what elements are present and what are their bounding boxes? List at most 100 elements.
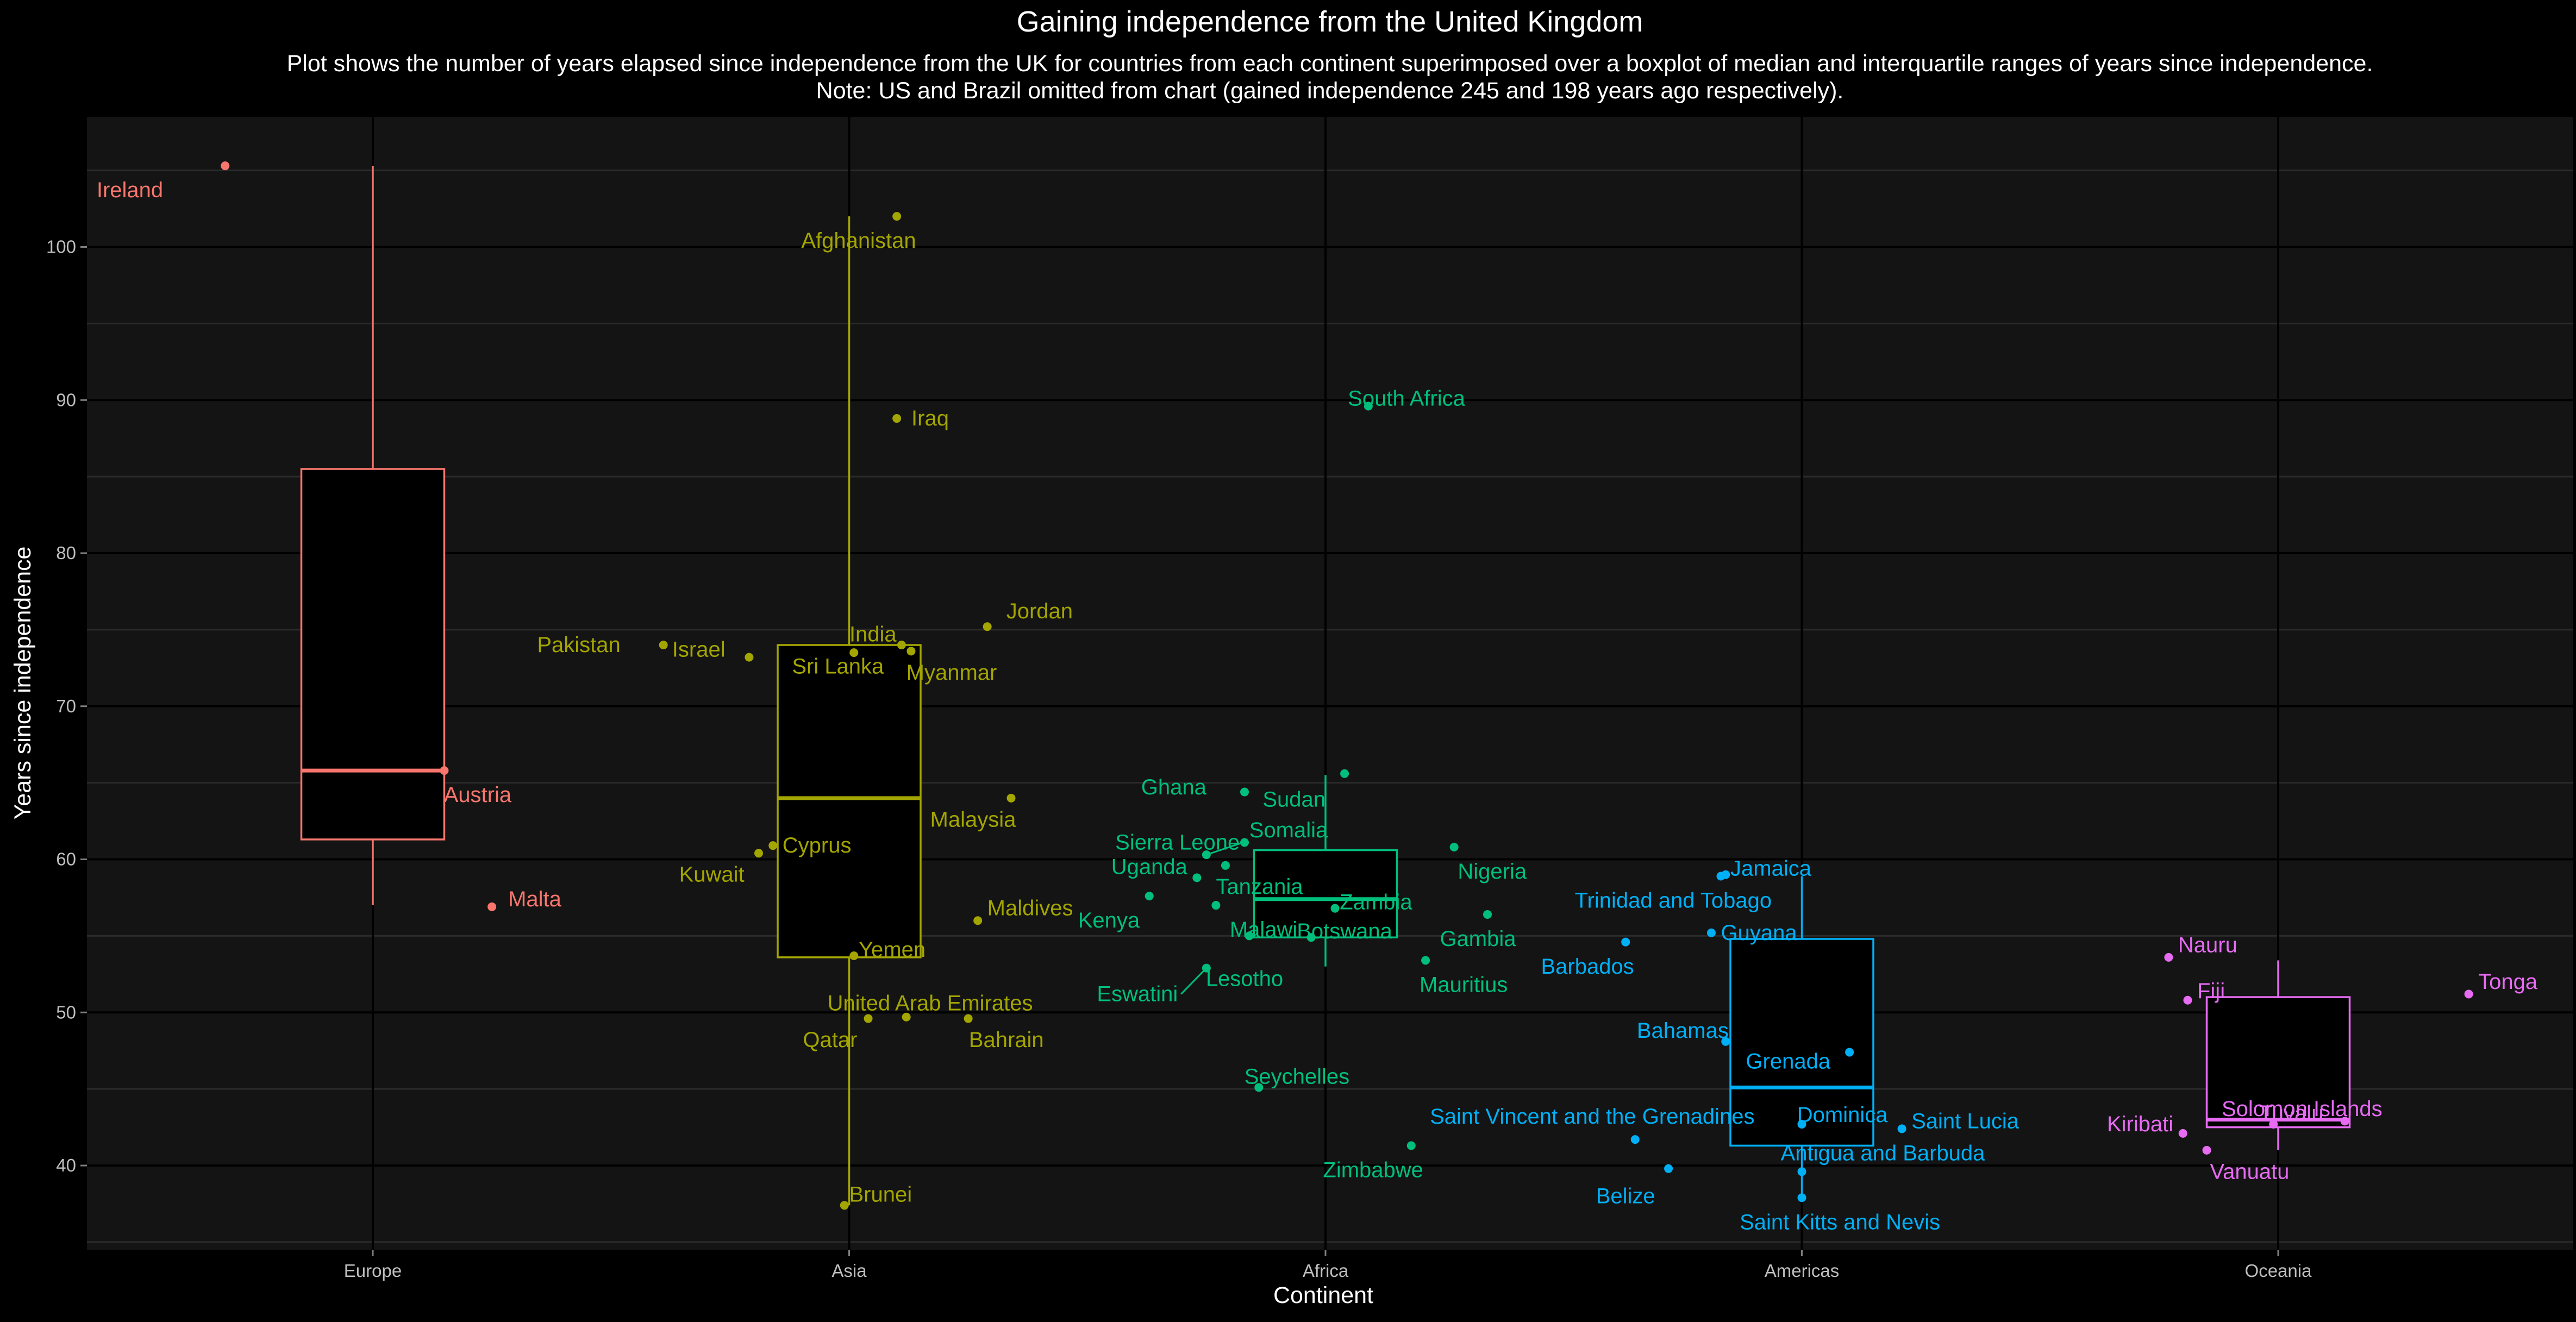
- label-nigeria: Nigeria: [1458, 860, 1527, 884]
- point-saint-vincent-and-the-grenadines: [1630, 1135, 1640, 1144]
- x-tick-label: Asia: [831, 1261, 867, 1281]
- point-united-arab-emirates: [902, 1012, 911, 1022]
- point-sri-lanka: [897, 641, 906, 650]
- y-tick-label: 90: [56, 390, 76, 410]
- point-zambia: [1330, 904, 1340, 913]
- x-tick-label: Oceania: [2245, 1261, 2312, 1281]
- label-yemen: Yemen: [859, 938, 926, 962]
- boxplot-box: [777, 644, 922, 958]
- point-kenya: [1145, 892, 1154, 901]
- label-pakistan: Pakistan: [537, 633, 620, 657]
- point-solomon-islands: [2340, 1117, 2349, 1126]
- label-israel: Israel: [672, 638, 726, 662]
- point-sudan: [1340, 769, 1349, 778]
- label-qatar: Qatar: [803, 1028, 857, 1052]
- label-vanuatu: Vanuatu: [2210, 1160, 2289, 1183]
- label-barbados: Barbados: [1541, 955, 1634, 979]
- data-points: [221, 161, 2473, 1210]
- label-bahamas: Bahamas: [1637, 1019, 1729, 1043]
- point-belize: [1664, 1164, 1673, 1173]
- label-united-arab-emirates: United Arab Emirates: [828, 991, 1033, 1015]
- point-india: [849, 648, 859, 657]
- point-somalia: [1240, 838, 1249, 847]
- label-tonga: Tonga: [2478, 970, 2538, 994]
- label-saint-kitts-and-nevis: Saint Kitts and Nevis: [1740, 1210, 1940, 1234]
- axes: 40 50 60 70 80 90 100 Europe Asia Africa Americas O…: [46, 236, 2312, 1281]
- y-tick-label: 60: [56, 849, 76, 869]
- point-brunei: [840, 1201, 849, 1210]
- point-kiribati: [2178, 1129, 2187, 1138]
- label-trinidad-and-tobago: Trinidad and Tobago: [1575, 889, 1772, 913]
- point-iraq: [892, 414, 902, 423]
- label-somalia: Somalia: [1249, 818, 1328, 842]
- label-maldives: Maldives: [987, 897, 1073, 920]
- point-kuwait: [754, 849, 763, 858]
- leader-eswatini: [1180, 967, 1207, 995]
- label-nauru: Nauru: [2178, 933, 2237, 957]
- point-saint-lucia: [1897, 1124, 1906, 1133]
- point-grenada: [1845, 1048, 1854, 1057]
- label-belize: Belize: [1596, 1184, 1655, 1208]
- x-tick-label: Africa: [1303, 1261, 1349, 1281]
- point-qatar: [864, 1014, 873, 1023]
- label-botswana: Botswana: [1297, 919, 1392, 943]
- label-kiribati: Kiribati: [2107, 1112, 2173, 1136]
- point-antigua-and-barbuda: [1797, 1167, 1806, 1176]
- point-ghana: [1240, 787, 1249, 797]
- x-tick-label: Europe: [344, 1261, 402, 1281]
- label-india: India: [849, 622, 897, 646]
- label-south-africa: South Africa: [1348, 386, 1465, 410]
- point-tuvalu: [2269, 1119, 2278, 1129]
- label-kuwait: Kuwait: [679, 863, 745, 887]
- point-south-africa: [1364, 402, 1373, 411]
- label-tanzania: Tanzania: [1216, 875, 1303, 899]
- label-iraq: Iraq: [911, 406, 949, 430]
- boxplot-box: [300, 468, 446, 841]
- boxplot-box: [1729, 938, 1874, 1147]
- label-afghanistan: Afghanistan: [801, 229, 916, 253]
- point-nauru: [2164, 953, 2173, 962]
- point-myanmar: [906, 647, 916, 656]
- label-solomon-islands: Solomon Islands: [2222, 1097, 2383, 1121]
- chart-subtitle-line-1: Plot shows the number of years elapsed s…: [287, 51, 2373, 77]
- label-ghana: Ghana: [1141, 775, 1207, 799]
- point-tonga: [2464, 989, 2473, 999]
- point-gambia: [1483, 910, 1492, 919]
- label-eswatini: Eswatini: [1097, 982, 1178, 1006]
- chart-subtitle-line-2: Note: US and Brazil omitted from chart (…: [816, 78, 1844, 104]
- point-botswana: [1306, 933, 1316, 942]
- y-tick-label: 70: [56, 696, 76, 716]
- point-austria: [440, 766, 449, 775]
- label-seychelles: Seychelles: [1245, 1065, 1349, 1089]
- x-tick-label: Americas: [1765, 1261, 1840, 1281]
- point-yemen: [849, 951, 859, 961]
- label-gambia: Gambia: [1440, 927, 1516, 951]
- leader-sierra-leone: [1206, 842, 1243, 856]
- point-ireland: [221, 161, 230, 171]
- chart-title: Gaining independence from the United Kin…: [1017, 5, 1643, 38]
- label-lesotho: Lesotho: [1206, 967, 1283, 991]
- label-jamaica: Jamaica: [1730, 856, 1812, 880]
- point-dominica: [1797, 1119, 1806, 1129]
- point-bahamas: [1721, 1037, 1730, 1046]
- point-seychelles: [1254, 1083, 1264, 1092]
- point-guyana: [1706, 928, 1716, 937]
- y-tick-label: 40: [56, 1155, 76, 1175]
- y-tick-label: 80: [56, 543, 76, 563]
- label-cyprus: Cyprus: [783, 834, 852, 857]
- label-kenya: Kenya: [1078, 909, 1140, 932]
- y-tick-label: 50: [56, 1002, 76, 1022]
- point-lesotho: [1245, 931, 1254, 941]
- label-fiji: Fiji: [2197, 979, 2225, 1003]
- point-zimbabwe: [1406, 1141, 1416, 1150]
- point-afghanistan: [892, 212, 902, 221]
- point-cyprus: [768, 841, 778, 850]
- point-israel: [745, 653, 754, 662]
- x-axis-title: Continent: [1273, 1282, 1373, 1308]
- label-dominica: Dominica: [1797, 1103, 1888, 1127]
- point-malaysia: [1006, 793, 1016, 803]
- label-sri-lanka: Sri Lanka: [792, 655, 884, 679]
- point-tanzania: [1221, 861, 1230, 870]
- point-barbados: [1621, 937, 1630, 947]
- point-saint-kitts-and-nevis: [1797, 1193, 1806, 1202]
